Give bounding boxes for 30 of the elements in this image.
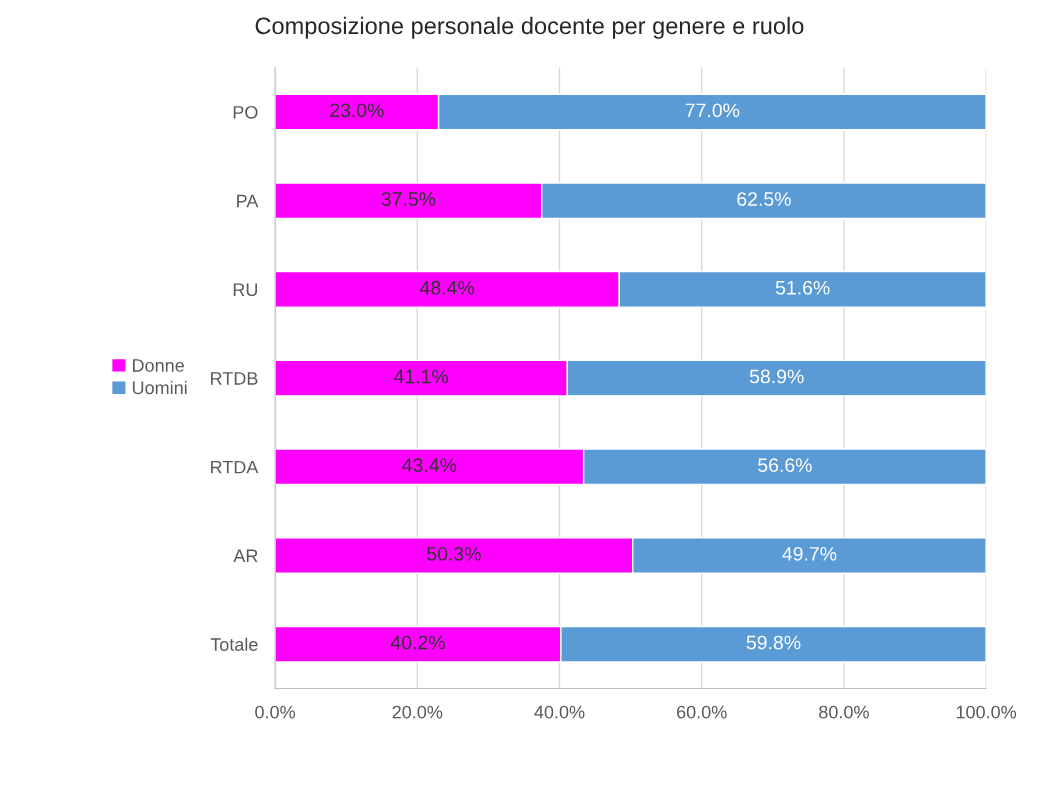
x-tick-label: 80.0% (819, 705, 869, 719)
y-tick-label: RTDB (211, 372, 258, 385)
y-tick-label: AR (233, 549, 258, 563)
data-label: 50.3% (427, 546, 481, 561)
data-label: 48.4% (420, 280, 475, 295)
legend-label: Donne (133, 359, 184, 372)
y-tick-label: RTDA (211, 460, 259, 474)
data-label: 58.9% (749, 369, 804, 384)
x-tick-label: 100.0% (956, 705, 1017, 719)
data-label: 43.4% (402, 458, 457, 473)
y-tick-label: RU (233, 283, 258, 297)
legend-label: Uomini (132, 380, 187, 395)
data-label: 77.0% (685, 103, 740, 118)
x-tick-label: 40.0% (534, 705, 585, 719)
chart-title: Composizione personale docente per genere e ruolo (255, 16, 804, 39)
data-label: 40.2% (390, 635, 445, 650)
data-label: 56.6% (758, 458, 812, 473)
data-label: 59.8% (746, 635, 801, 650)
y-tick-label: PA (237, 194, 259, 208)
data-label: 37.5% (381, 192, 436, 206)
x-tick-label: 60.0% (677, 705, 727, 719)
data-label: 51.6% (775, 280, 830, 295)
x-tick-label: 20.0% (392, 705, 443, 719)
data-label: 49.7% (782, 546, 837, 561)
data-label: 41.1% (394, 369, 449, 384)
data-label: 62.5% (737, 192, 791, 206)
y-tick-label: Totale (210, 637, 258, 651)
y-tick-label: PO (233, 105, 258, 119)
data-label: 23.0% (330, 103, 384, 118)
x-tick-label: 0.0% (255, 705, 296, 719)
